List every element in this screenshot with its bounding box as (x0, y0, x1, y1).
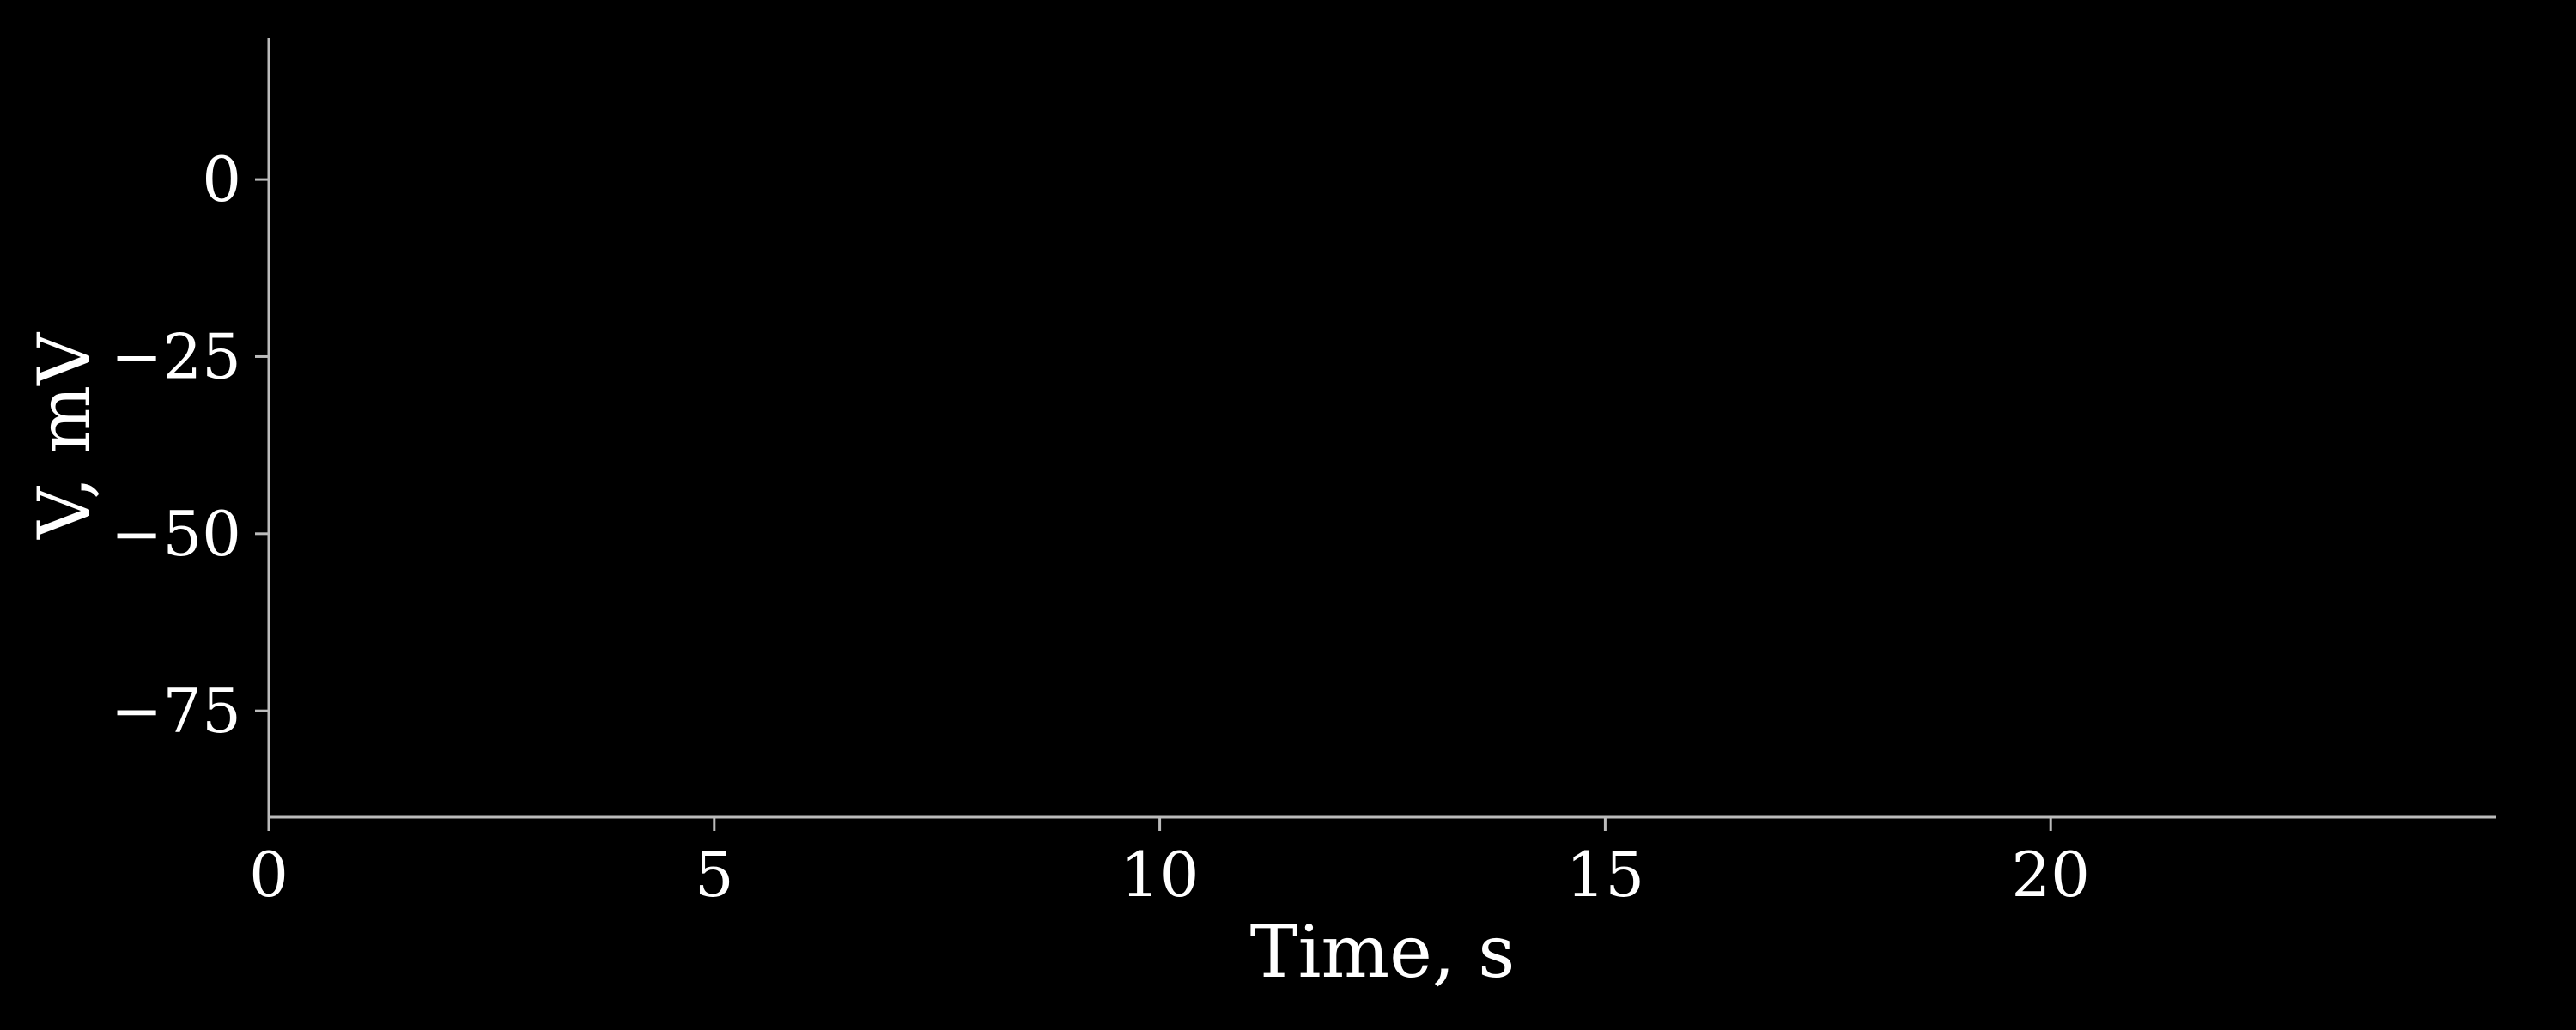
x-tick-label: 0 (249, 839, 289, 911)
x-tick-label: 15 (1566, 839, 1645, 911)
y-tick-label: −50 (111, 498, 241, 570)
y-axis-title: V, mV (22, 332, 106, 540)
y-tick-label: −75 (111, 675, 241, 747)
y-tick-label: −25 (111, 320, 241, 392)
y-axis-ticks: 0 −25 −50 −75 (111, 143, 269, 747)
x-tick-label: 5 (695, 839, 734, 911)
x-axis-ticks: 0 5 10 15 20 (249, 817, 2090, 911)
x-tick-label: 20 (2011, 839, 2090, 911)
x-axis-title: Time, s (1250, 910, 1516, 994)
x-tick-label: 10 (1121, 839, 1200, 911)
y-tick-label: 0 (202, 143, 241, 215)
